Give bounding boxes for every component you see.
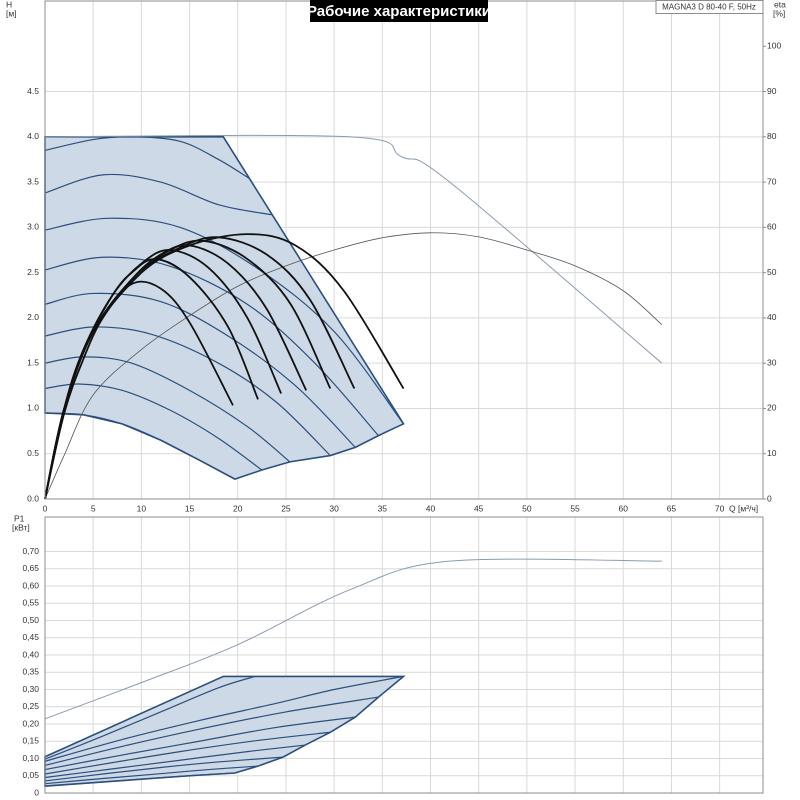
y2-tick-label: 90 [767,86,777,96]
operating-area [44,136,405,480]
curve [44,232,663,500]
x-tick-label: 0 [43,503,48,513]
y-tick-label: 3.5 [27,176,39,186]
y-tick-label: 1.5 [27,357,39,367]
y-tick-label: 0,55 [22,598,39,608]
y-tick-label: 0,65 [22,563,39,573]
y-tick-label: 0,25 [22,701,39,711]
curve [44,675,256,760]
y2-tick-label: 0 [767,493,772,503]
x-tick-label: 60 [619,503,629,513]
x-tick-label: 50 [522,503,532,513]
curve [44,558,662,720]
x-axis-label: Q [м³/ч] [729,503,758,513]
y2-tick-label: 60 [767,222,777,232]
y-tick-label: 0.0 [27,493,39,503]
curve [44,772,235,787]
curve [44,696,379,766]
plot: 0 0,05 0,10 0,15 0,20 0,25 0,30 0,35 0,40 0,45 0,5… [22,516,764,797]
x-tick-label: 5 [91,503,96,513]
x-tick-label: 65 [667,503,677,513]
model-label: MAGNA3 D 80-40 F, 50Hz [662,3,756,12]
curve [44,383,263,471]
y2-tick-label: 80 [767,131,777,141]
y-tick-label: 2.0 [27,312,39,322]
y2-tick-label: 20 [767,403,777,413]
y-tick-label: 0,30 [22,684,39,694]
y-axis-label: H [6,0,12,9]
y2-axis-unit: [%] [773,8,785,18]
operating-area [44,675,406,787]
x-tick-label: 40 [426,503,436,513]
plot-frame [44,516,764,794]
y2-tick-label: 100 [767,41,781,51]
chart-title: Рабочие характеристики [307,3,491,20]
y-tick-label: 0,45 [22,632,39,642]
curve [44,217,404,425]
curve [44,744,306,779]
y2-axis-label: eta [774,0,786,9]
curve [44,731,331,775]
y-tick-label: 0,20 [22,718,39,728]
y-tick-label: 0.5 [27,448,39,458]
plot: 0.0 0.5 1.0 1.5 2.0 2.5 3.0 3.5 4.0 4.5 0 10 20 30 40 5… [27,0,781,513]
y-tick-label: 4.0 [27,131,39,141]
y-tick-label: 3.0 [27,222,39,232]
y2-tick-label: 10 [767,448,777,458]
y-tick-label: 2.5 [27,267,39,277]
y-tick-label: 0,40 [22,649,39,659]
y-tick-label: 4.5 [27,86,39,96]
y2-tick-label: 70 [767,176,777,186]
curve [44,326,331,456]
curve [44,233,405,500]
y-tick-label: 0,70 [22,546,39,556]
curve [44,765,259,785]
x-tick-label: 45 [474,503,484,513]
y-tick-label: 0,60 [22,580,39,590]
y-tick-label: 0,50 [22,615,39,625]
curve [44,136,250,179]
curve [44,256,379,437]
curve [44,134,663,364]
x-tick-label: 35 [378,503,388,513]
curve [44,412,236,480]
x-tick-label: 25 [281,503,291,513]
y-axis-label: P1 [14,513,25,523]
title-box [310,0,488,22]
curve [44,173,272,216]
x-tick-label: 15 [185,503,195,513]
y-axis-unit: [м] [6,8,17,18]
y-tick-label: 0 [34,787,39,797]
y-tick-label: 0,10 [22,753,39,763]
y-axis-unit: [кВт] [12,522,30,532]
y2-tick-label: 50 [767,267,777,277]
y-tick-label: 0,35 [22,667,39,677]
curve [44,756,284,782]
y2-tick-label: 30 [767,357,777,367]
curve [44,292,356,448]
x-tick-label: 55 [570,503,580,513]
x-tick-label: 30 [329,503,339,513]
model-box [655,0,764,14]
y2-tick-label: 40 [767,312,777,322]
y-tick-label: 0,15 [22,736,39,746]
x-tick-label: 20 [233,503,243,513]
x-tick-label: 10 [137,503,147,513]
y-tick-label: 1.0 [27,403,39,413]
curve [44,716,356,771]
x-tick-label: 70 [715,503,725,513]
curve [44,675,404,762]
y-tick-label: 0,05 [22,770,39,780]
